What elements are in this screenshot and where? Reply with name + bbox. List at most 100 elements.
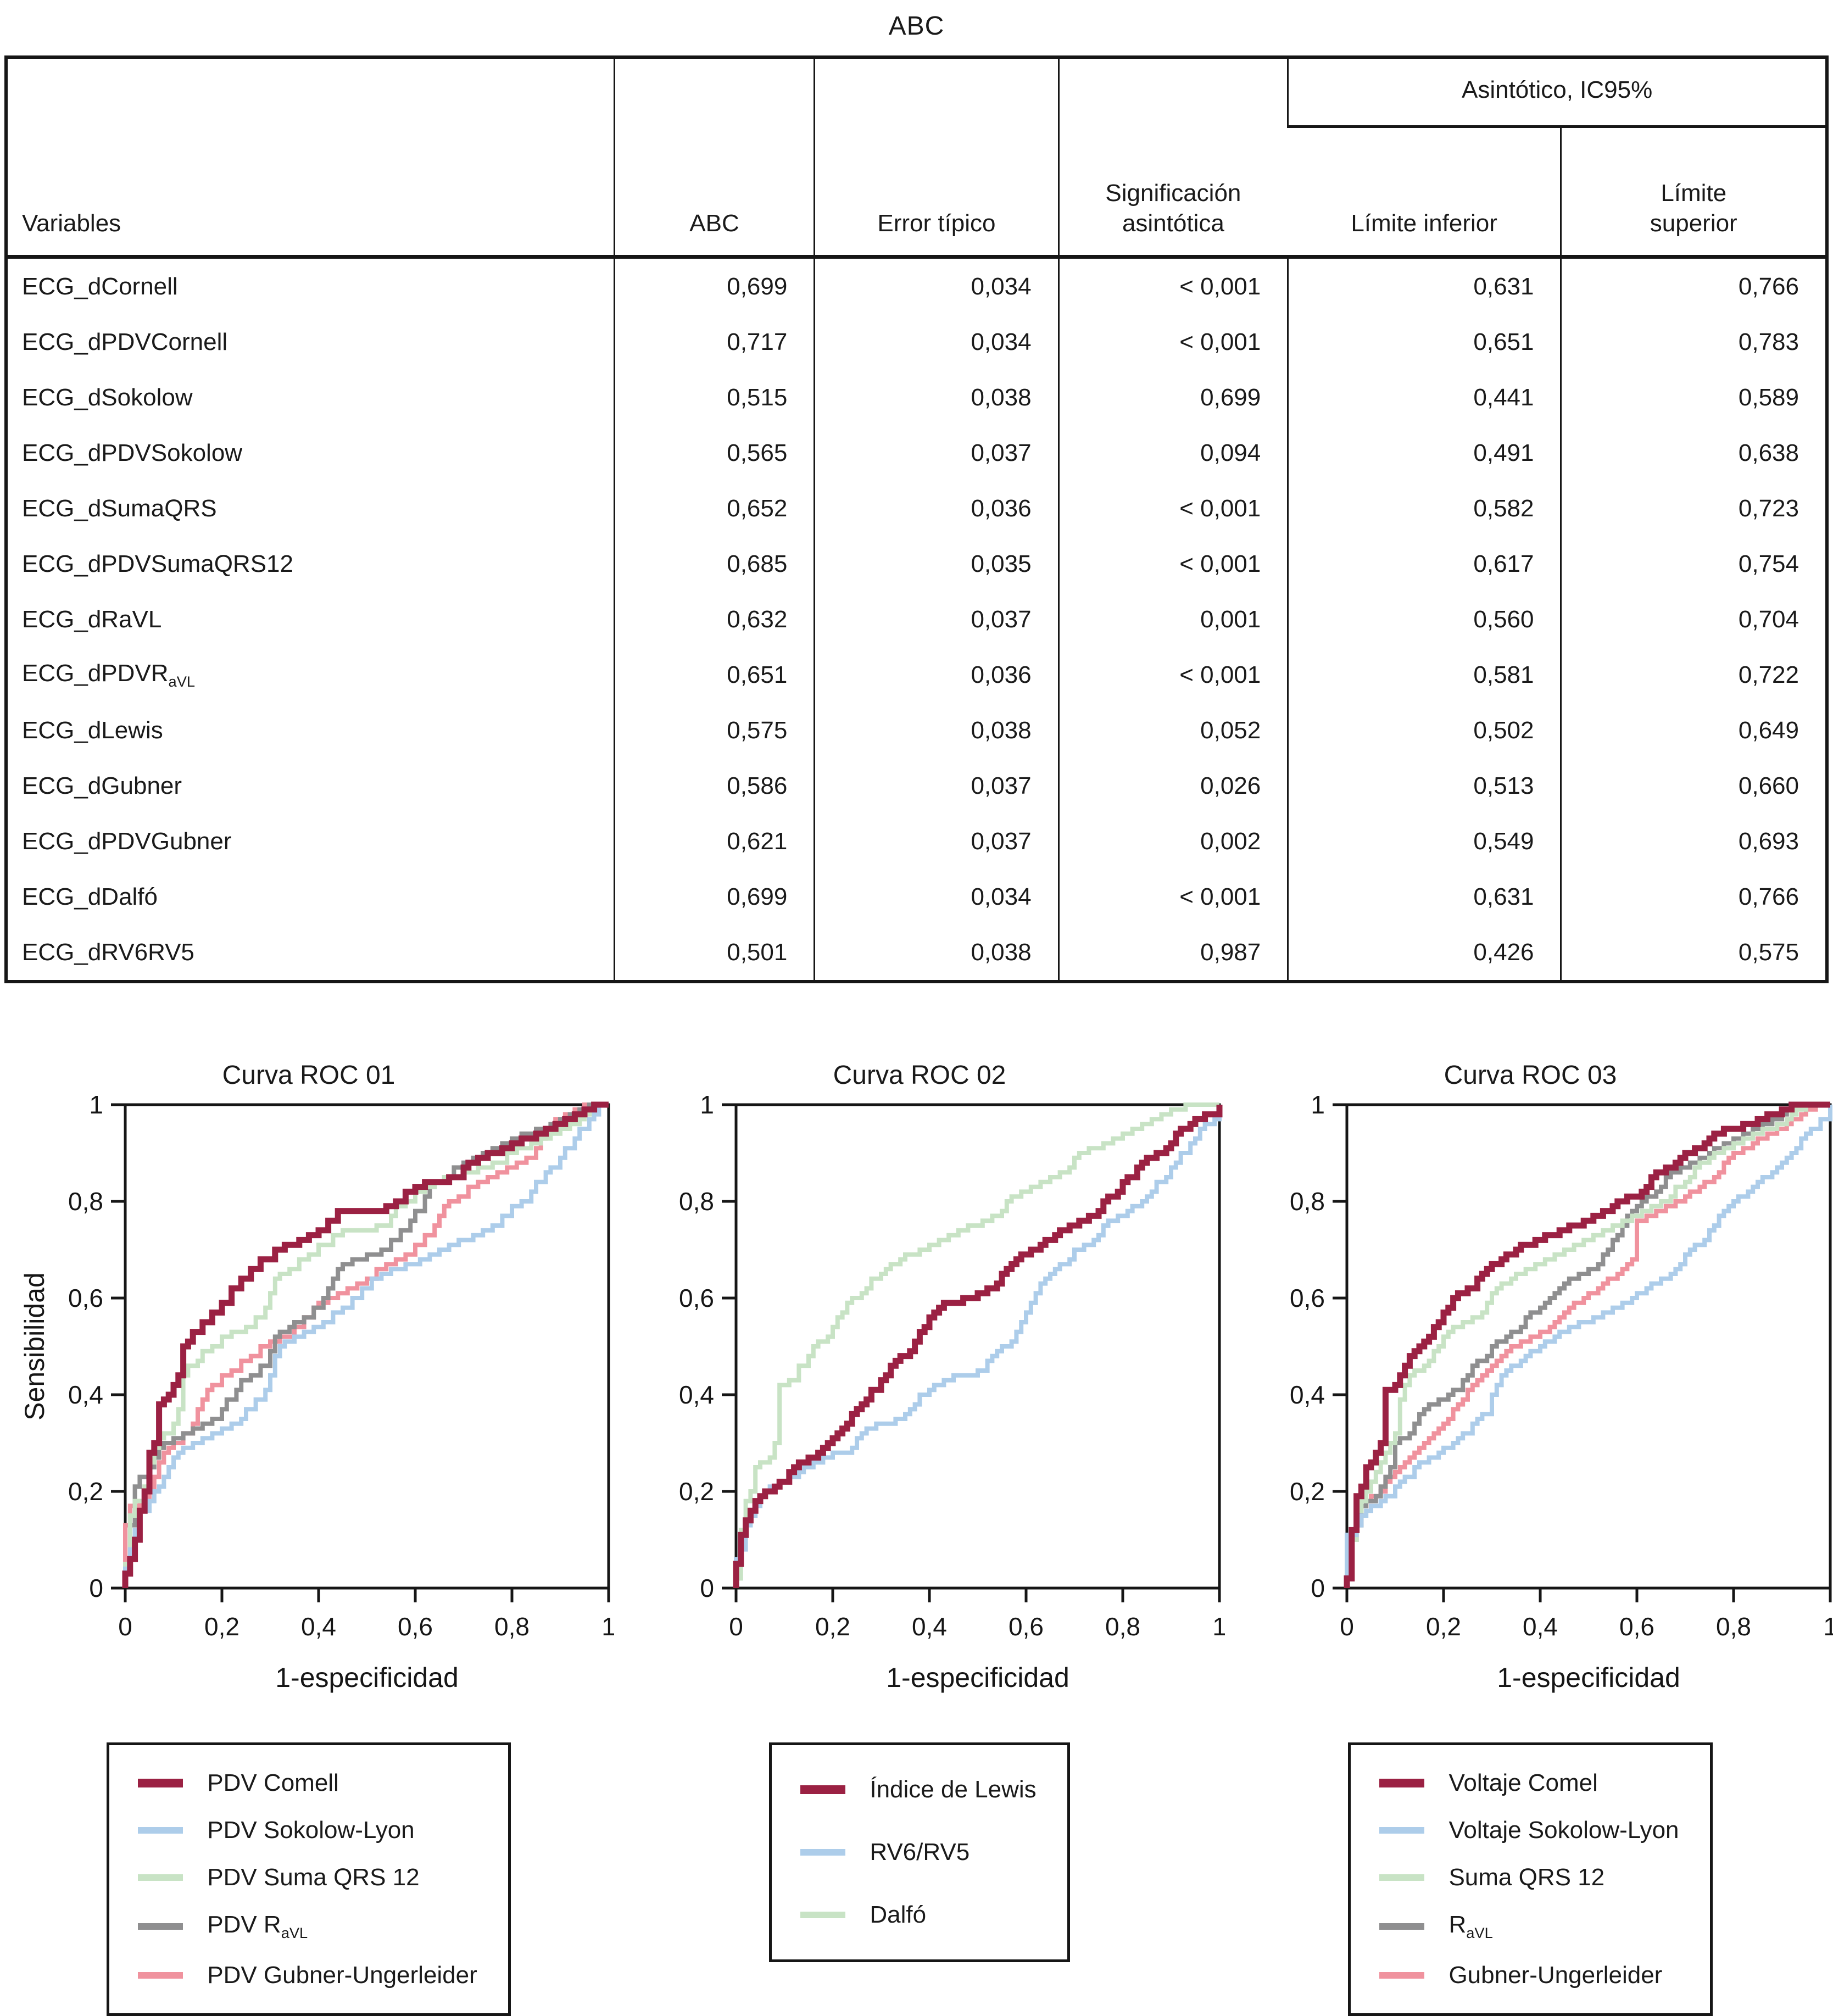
table-row: ECG_dSumaQRS 0,652 0,036 < 0,001 0,582 0,723 xyxy=(6,481,1827,536)
legend-label: RV6/RV5 xyxy=(870,1839,970,1865)
cell-abc: 0,652 xyxy=(613,481,815,536)
cell-variable: ECG_dDalfó xyxy=(22,883,158,910)
cell-error-tipico: 0,038 xyxy=(814,370,1059,425)
cell-limite-superior: 0,754 xyxy=(1560,536,1827,592)
cell-limite-inferior: 0,441 xyxy=(1287,370,1561,425)
y-tick-label: 0,4 xyxy=(1290,1380,1325,1409)
cell-limite-inferior: 0,491 xyxy=(1287,425,1561,481)
cell-abc: 0,586 xyxy=(613,758,815,814)
x-tick-label: 0,6 xyxy=(398,1612,433,1641)
cell-error-tipico: 0,037 xyxy=(814,758,1059,814)
x-tick-label: 0,8 xyxy=(1716,1612,1751,1641)
cell-limite-superior: 0,649 xyxy=(1560,703,1827,758)
legend-box: PDV Comell PDV Sokolow-Lyon PDV Suma QRS 1… xyxy=(107,1742,511,2016)
cell-abc: 0,699 xyxy=(613,257,815,314)
roc-curve-r xyxy=(1345,1102,1830,1588)
roc-chart-panel: Curva ROC 03 0 0 0,2 0,2 0,4 0,4 0,6 0,6 0,8 0,8 1 1… xyxy=(1225,1060,1833,2016)
plot-frame xyxy=(734,1103,1221,1590)
legend-item: Dalfó xyxy=(800,1901,1036,1929)
cell-limite-inferior: 0,582 xyxy=(1287,481,1561,536)
cell-variable: ECG_dCornell xyxy=(22,272,178,300)
cell-variable: ECG_dPDVSumaQRS12 xyxy=(22,550,293,577)
cell-significacion: 0,026 xyxy=(1057,758,1288,814)
legend-item: RaVL xyxy=(1379,1911,1679,1942)
roc-curve-dalf- xyxy=(734,1102,1219,1588)
table-row: ECG_dPDVRaVL 0,651 0,036 < 0,001 0,581 0,722 xyxy=(6,647,1827,703)
y-tick-label: 0,2 xyxy=(68,1477,103,1506)
legend-label: PDV RaVL xyxy=(207,1911,308,1941)
legend-label: RaVL xyxy=(1448,1911,1493,1941)
cell-error-tipico: 0,037 xyxy=(814,814,1059,869)
legend-swatch-icon xyxy=(800,1785,846,1794)
x-tick-label: 0,8 xyxy=(1105,1612,1140,1641)
x-tick-label: 0,2 xyxy=(204,1612,239,1641)
legend-swatch-icon xyxy=(1379,1779,1425,1787)
y-tick-label: 0 xyxy=(1311,1574,1325,1602)
y-tick-label: 0,4 xyxy=(679,1380,714,1409)
cell-error-tipico: 0,038 xyxy=(814,703,1059,758)
legend-label: Gubner-Ungerleider xyxy=(1448,1961,1663,1989)
roc-plot: 00 0,2 0,2 0,4 0,4 0,6 0,6 0,8 0,8 1 1 Sensibilidad… xyxy=(19,1095,614,1693)
abc-table-wrapper: Variables ABC Error típico Significación… xyxy=(4,55,1829,983)
legend-swatch-icon xyxy=(138,1779,183,1787)
roc-curve--ndice-de-lewis xyxy=(733,1105,1223,1588)
cell-error-tipico: 0,037 xyxy=(814,425,1059,481)
cell-error-tipico: 0,036 xyxy=(814,481,1059,536)
cell-significacion: < 0,001 xyxy=(1057,257,1288,314)
legend-label: PDV Sokolow-Lyon xyxy=(207,1817,415,1844)
cell-significacion: 0,987 xyxy=(1057,925,1288,982)
cell-variable: ECG_dSokolow xyxy=(22,383,193,411)
col-header-asintotico-ic95: Asintótico, IC95% xyxy=(1287,57,1827,128)
cell-variable: ECG_dPDVCornell xyxy=(22,328,228,355)
table-row: ECG_dSokolow 0,515 0,038 0,699 0,441 0,589 xyxy=(6,370,1827,425)
x-tick-label: 0,6 xyxy=(1009,1612,1044,1641)
cell-significacion: < 0,001 xyxy=(1057,647,1288,703)
cell-significacion: 0,094 xyxy=(1057,425,1288,481)
cell-variable: ECG_dSumaQRS xyxy=(22,494,217,522)
col-header-error-tipico: Error típico xyxy=(814,57,1059,257)
table-row: ECG_dPDVSumaQRS12 0,685 0,035 < 0,001 0,617 0… xyxy=(6,536,1827,592)
roc-curve-pdv-r xyxy=(123,1102,609,1588)
cell-error-tipico: 0,038 xyxy=(814,925,1059,982)
cell-limite-inferior: 0,560 xyxy=(1287,592,1561,647)
y-tick-label: 0 xyxy=(700,1574,714,1602)
y-tick-label: 1 xyxy=(89,1095,103,1119)
x-axis-title: 1-especificidad xyxy=(275,1662,459,1693)
roc-chart-panel: Curva ROC 01 0 0 0,2 0,2 0,4 0,4 0,6 0,6 0,8 0,8 1 1… xyxy=(3,1060,614,2016)
legend-swatch-icon xyxy=(1379,1827,1425,1834)
cell-abc: 0,565 xyxy=(613,425,815,481)
y-tick-label: 0,8 xyxy=(1290,1187,1325,1216)
cell-error-tipico: 0,034 xyxy=(814,314,1059,370)
legend-swatch-icon xyxy=(138,1827,183,1834)
cell-abc: 0,501 xyxy=(613,925,815,982)
legend-item: Suma QRS 12 xyxy=(1379,1864,1679,1891)
cell-significacion: < 0,001 xyxy=(1057,536,1288,592)
legend-label: Voltaje Comel xyxy=(1448,1769,1598,1796)
cell-limite-superior: 0,693 xyxy=(1560,814,1827,869)
chart-title: Curva ROC 01 xyxy=(222,1061,395,1090)
cell-significacion: < 0,001 xyxy=(1057,869,1288,925)
cell-significacion: < 0,001 xyxy=(1057,481,1288,536)
legend-item: Gubner-Ungerleider xyxy=(1379,1962,1679,1989)
legend-swatch-icon xyxy=(138,1972,183,1979)
legend-swatch-icon xyxy=(800,1849,846,1856)
x-tick-label: 0,4 xyxy=(301,1612,336,1641)
roc-curve-suma-qrs-12 xyxy=(1345,1102,1830,1588)
cell-significacion: 0,001 xyxy=(1057,592,1288,647)
legend-item: Índice de Lewis xyxy=(800,1776,1037,1803)
legend-item: PDV RaVL xyxy=(138,1911,477,1942)
y-tick-label: 0,4 xyxy=(68,1380,103,1409)
x-tick-label: 0,2 xyxy=(1426,1612,1461,1641)
legend-label: PDV Suma QRS 12 xyxy=(207,1864,420,1891)
cell-abc: 0,621 xyxy=(613,814,815,869)
chart-title: Curva ROC 03 xyxy=(1444,1061,1617,1090)
cell-abc: 0,717 xyxy=(613,314,815,370)
legend-label: PDV Comell xyxy=(207,1769,339,1796)
cell-significacion: < 0,001 xyxy=(1057,314,1288,370)
abc-table-header: Variables ABC Error típico Significación… xyxy=(6,57,1827,257)
cell-limite-inferior: 0,549 xyxy=(1287,814,1561,869)
cell-error-tipico: 0,035 xyxy=(814,536,1059,592)
cell-limite-superior: 0,589 xyxy=(1560,370,1827,425)
roc-chart-panel: Curva ROC 02 0 0 0,2 0,2 0,4 0,4 0,6 0,6 0,8 0,8 1 1… xyxy=(614,1060,1225,2016)
